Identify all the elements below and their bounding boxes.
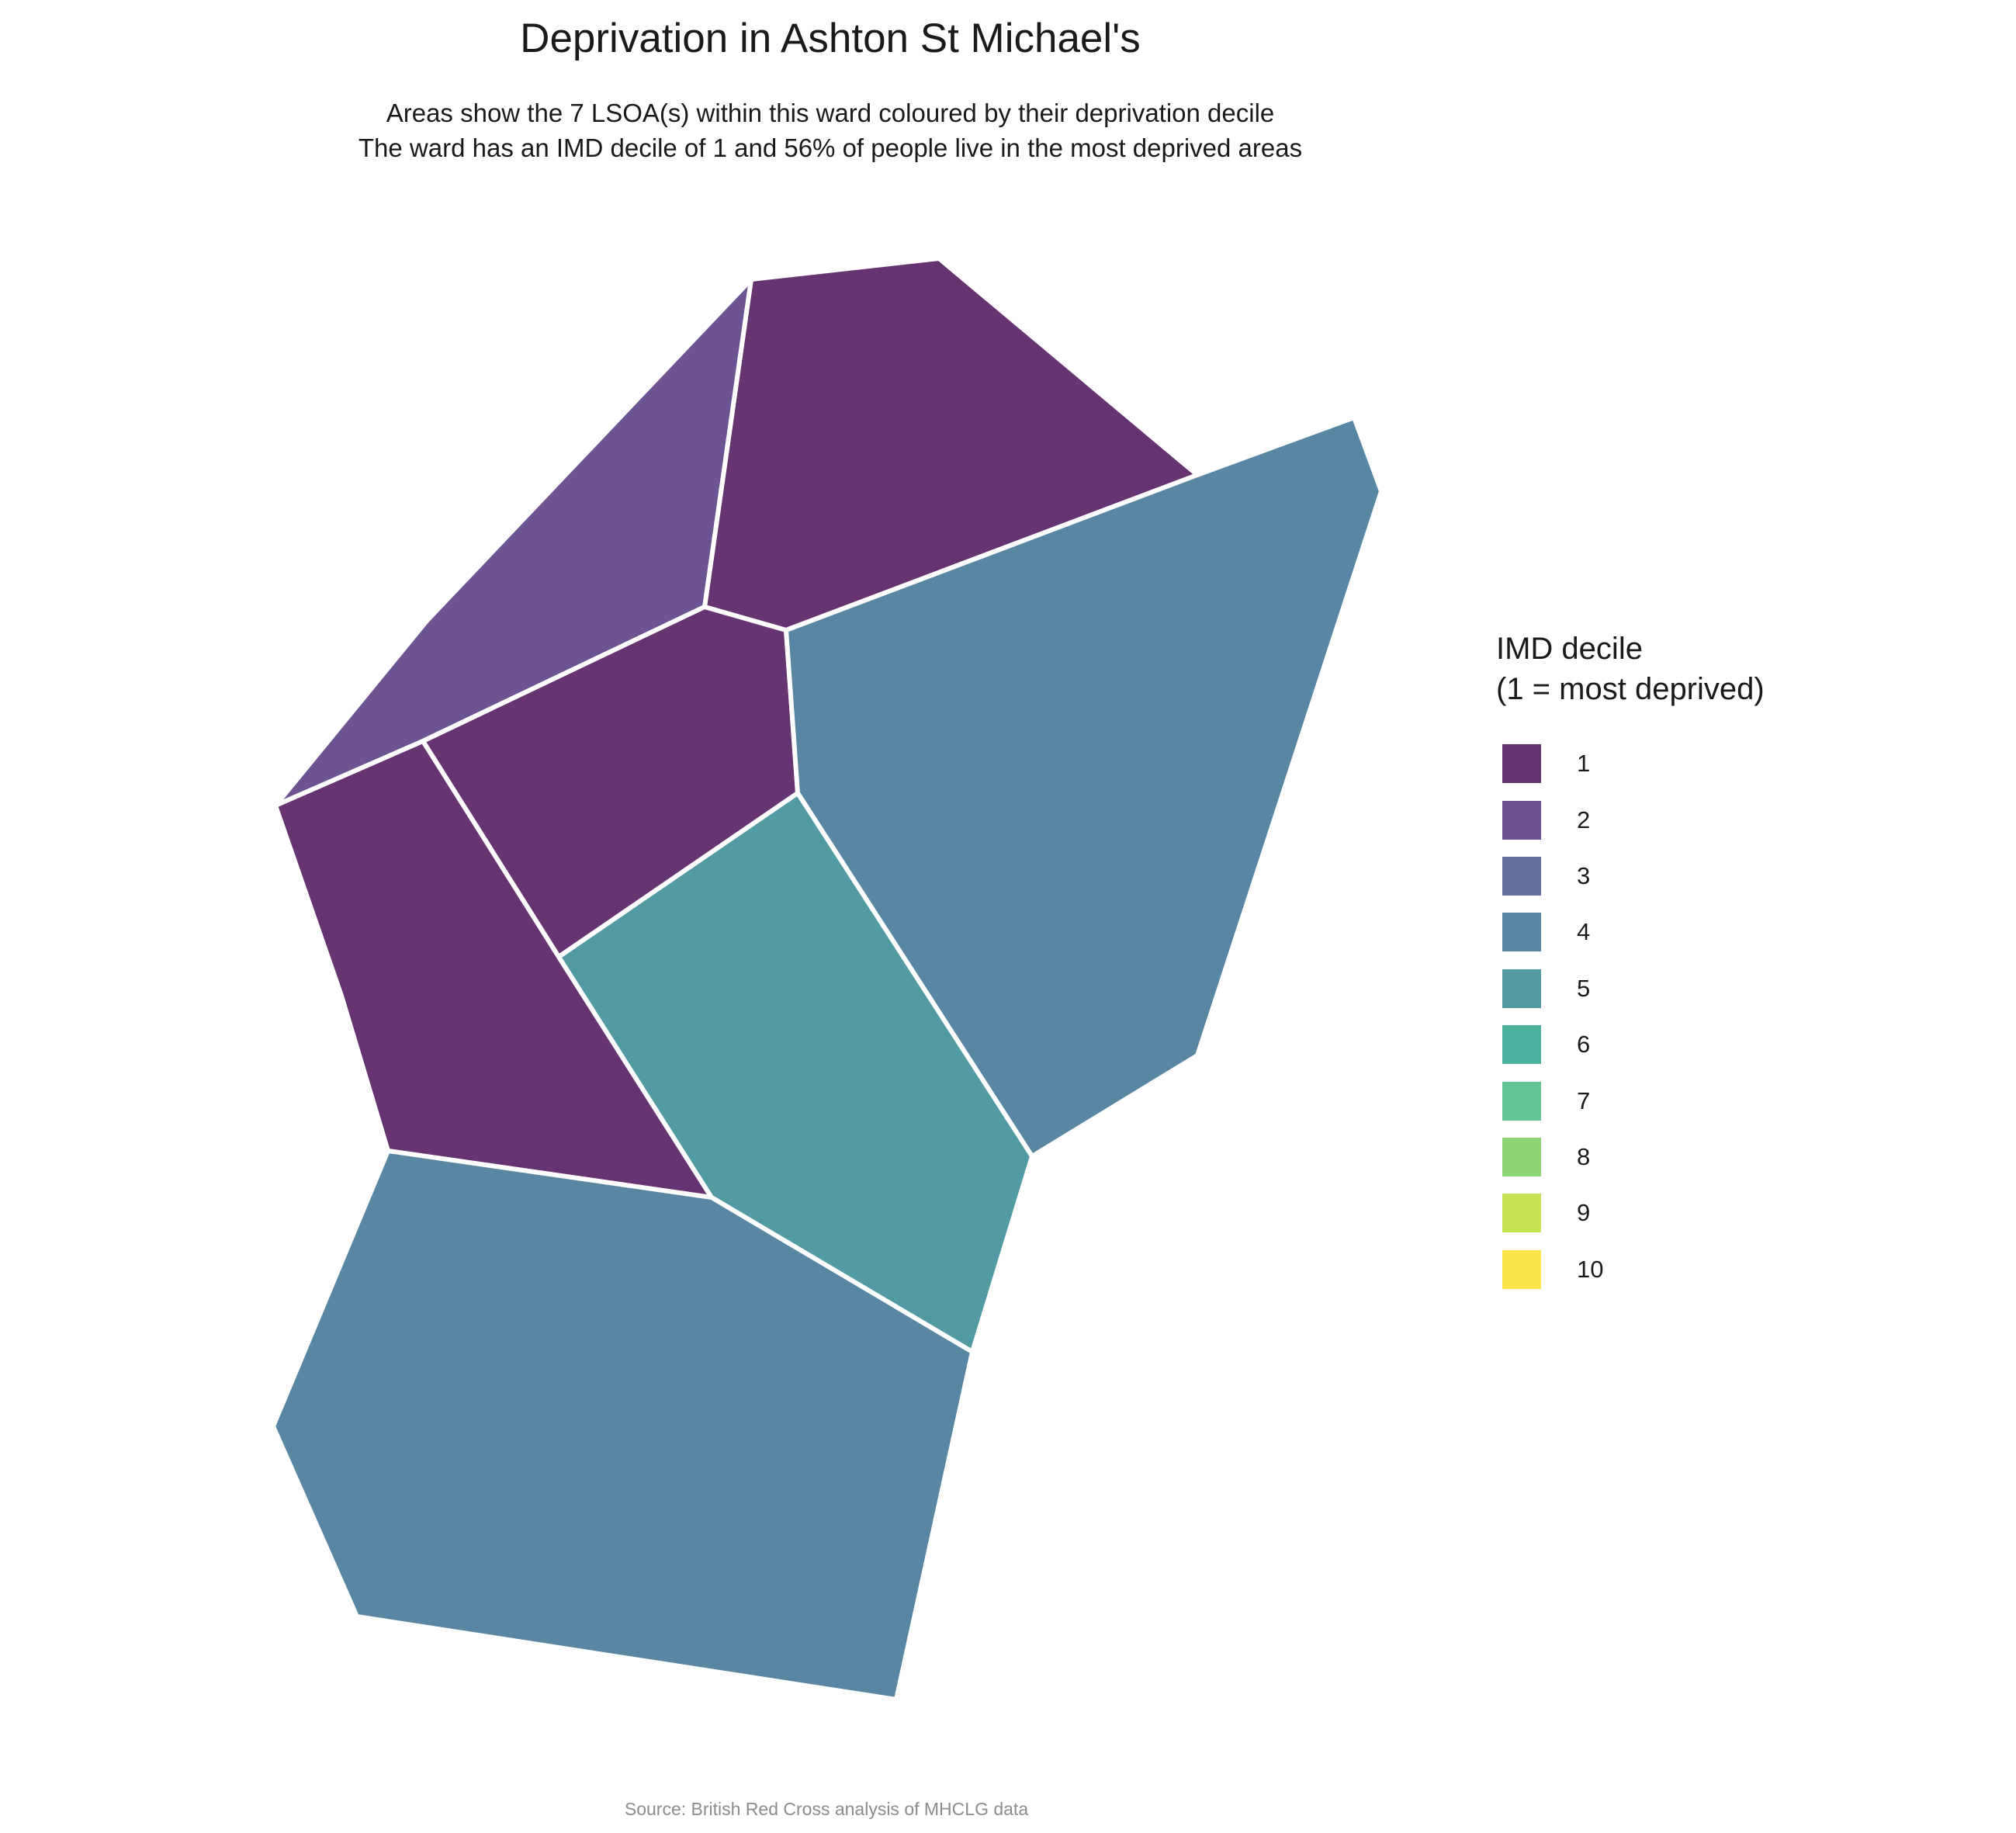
legend-item-2: 2: [1496, 792, 1765, 847]
legend-label-3: 3: [1577, 861, 1591, 889]
legend-swatch-7: [1502, 1081, 1541, 1121]
legend: IMD decile (1 = most deprived) 1 2 3 4 5 6 7 8 9…: [1496, 629, 1765, 1298]
source-caption: Source: British Red Cross analysis of MH…: [624, 1799, 1029, 1819]
legend-label-10: 10: [1577, 1255, 1604, 1283]
legend-title-line-1: IMD decile: [1496, 632, 1643, 666]
legend-swatch-2: [1502, 800, 1541, 840]
legend-item-8: 8: [1496, 1129, 1765, 1185]
legend-label-5: 5: [1577, 974, 1591, 1002]
legend-items: 1 2 3 4 5 6 7 8 9 10: [1496, 736, 1765, 1298]
legend-item-6: 6: [1496, 1017, 1765, 1072]
legend-title: IMD decile (1 = most deprived): [1496, 629, 1765, 709]
legend-label-4: 4: [1577, 918, 1591, 946]
legend-item-4: 4: [1496, 904, 1765, 960]
legend-swatch-3: [1502, 856, 1541, 896]
legend-label-8: 8: [1577, 1142, 1591, 1170]
legend-swatch-1: [1502, 744, 1541, 784]
legend-swatch-10: [1502, 1249, 1541, 1289]
legend-label-9: 9: [1577, 1199, 1591, 1227]
subtitle-line-1: Areas show the 7 LSOA(s) within this war…: [386, 99, 1275, 127]
map-subtitle: Areas show the 7 LSOA(s) within this war…: [0, 95, 1661, 165]
legend-swatch-9: [1502, 1194, 1541, 1233]
legend-item-5: 5: [1496, 961, 1765, 1017]
legend-item-10: 10: [1496, 1242, 1765, 1298]
legend-swatch-5: [1502, 968, 1541, 1008]
legend-label-7: 7: [1577, 1086, 1591, 1114]
legend-swatch-6: [1502, 1025, 1541, 1065]
legend-title-line-2: (1 = most deprived): [1496, 672, 1765, 706]
lsoa-east[interactable]: [784, 415, 1384, 1159]
legend-item-3: 3: [1496, 848, 1765, 904]
legend-swatch-8: [1502, 1137, 1541, 1176]
legend-swatch-4: [1502, 913, 1541, 952]
legend-label-2: 2: [1577, 806, 1591, 833]
legend-item-1: 1: [1496, 736, 1765, 792]
legend-item-7: 7: [1496, 1072, 1765, 1128]
lsoa-south[interactable]: [271, 1149, 975, 1702]
subtitle-line-2: The ward has an IMD decile of 1 and 56% …: [358, 133, 1303, 162]
legend-label-6: 6: [1577, 1031, 1591, 1059]
legend-label-1: 1: [1577, 750, 1591, 778]
map-title: Deprivation in Ashton St Michael's: [520, 16, 1141, 61]
legend-item-9: 9: [1496, 1185, 1765, 1241]
